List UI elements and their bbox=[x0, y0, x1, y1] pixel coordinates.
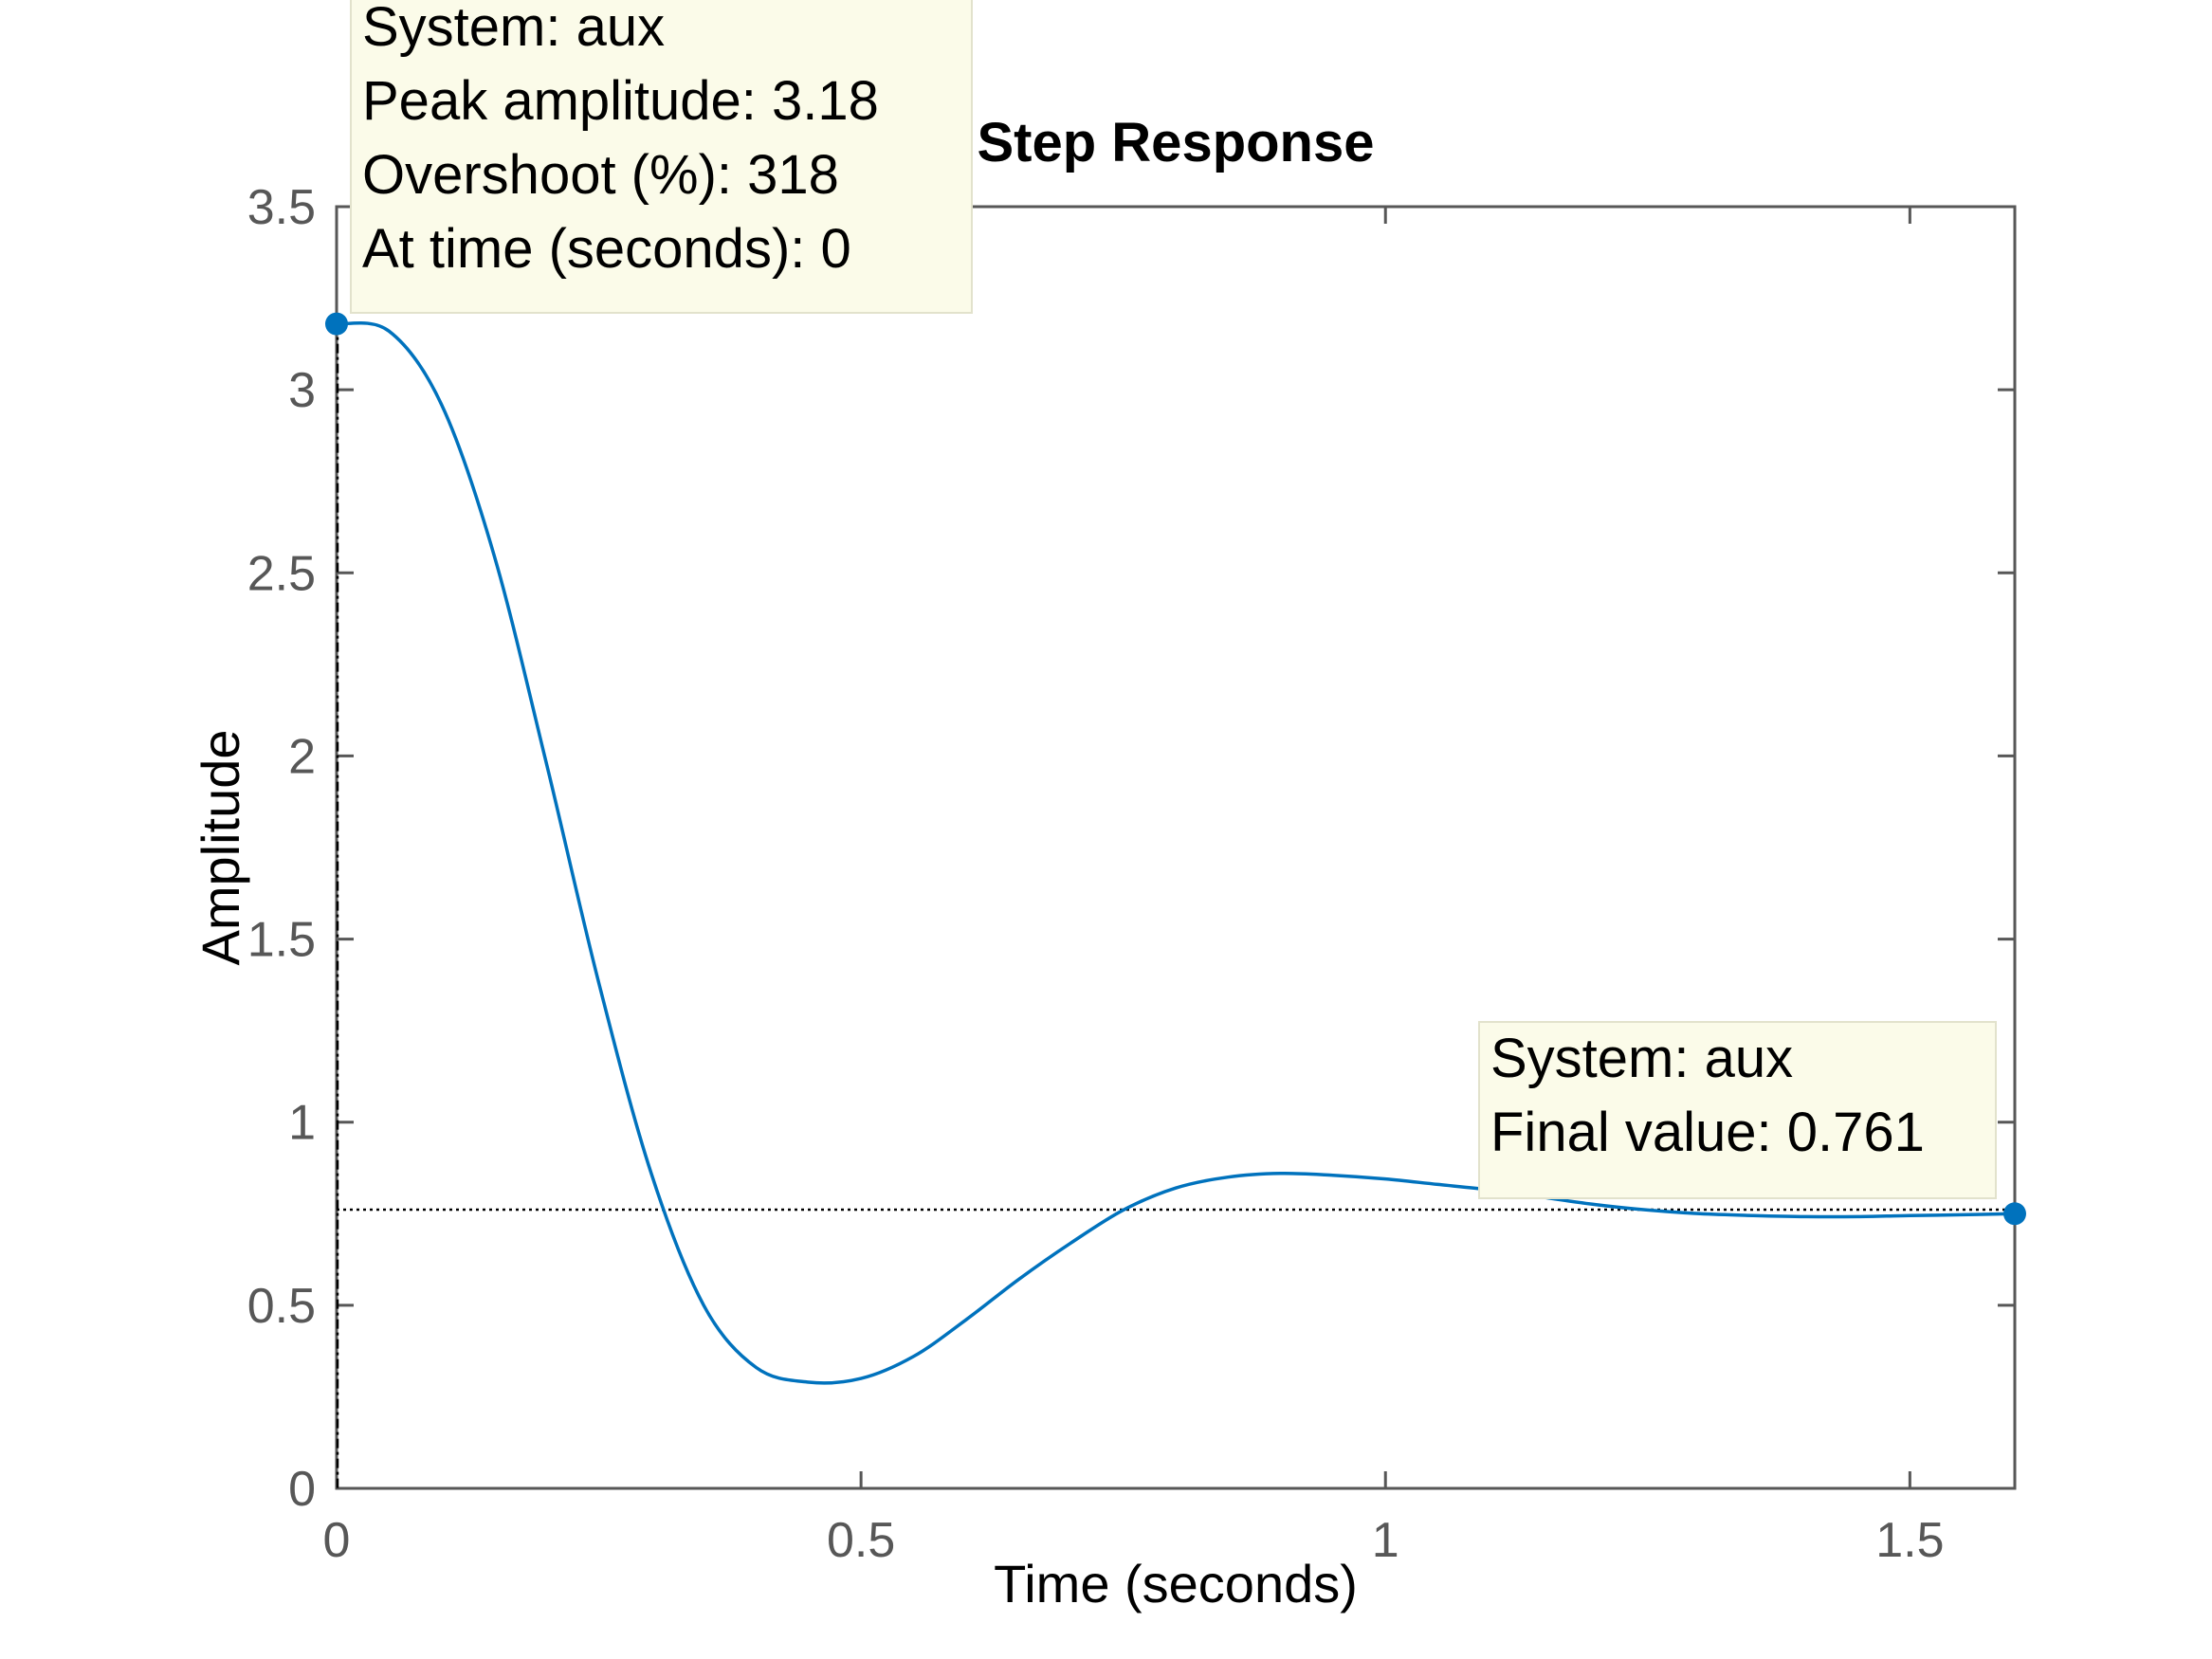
y-tick-label: 2.5 bbox=[247, 546, 316, 601]
y-tick-label: 0.5 bbox=[247, 1279, 316, 1334]
y-tick-label: 3.5 bbox=[247, 180, 316, 235]
y-tick-label: 0 bbox=[288, 1462, 316, 1517]
datatip-markers bbox=[325, 312, 2026, 1226]
datatip-text: Peak amplitude: 3.18 bbox=[362, 70, 879, 132]
axis-ticks: 0 0.5 1 1.5 0 0.5 1 1.5 2 2.5 3 3.5 bbox=[247, 180, 2015, 1568]
datatip-box[interactable]: System: aux Peak amplitude: 3.18 Overshoot… bbox=[350, 0, 973, 314]
datatip-box[interactable]: System: aux Final value: 0.761 bbox=[1478, 1021, 1997, 1199]
datatip-background bbox=[1478, 1021, 1997, 1199]
datatips: System: aux Peak amplitude: 3.18 Overshoot… bbox=[350, 0, 1997, 1199]
y-tick-label: 1 bbox=[288, 1096, 316, 1151]
datatip-text: Overshoot (%): 318 bbox=[362, 144, 839, 206]
x-axis-label: Time (seconds) bbox=[994, 1554, 1358, 1613]
datatip-background bbox=[350, 0, 973, 314]
chart-title: Step Response bbox=[978, 112, 1375, 173]
x-tick-label: 0.5 bbox=[827, 1513, 895, 1568]
y-tick-label: 2 bbox=[288, 729, 316, 784]
datatip-text: System: aux bbox=[1490, 1028, 1793, 1089]
y-tick-label: 3 bbox=[288, 363, 316, 418]
datatip-text: System: aux bbox=[362, 0, 665, 58]
x-tick-label: 0 bbox=[323, 1513, 351, 1568]
x-tick-label: 1.5 bbox=[1875, 1513, 1944, 1568]
datatip-marker[interactable] bbox=[325, 312, 348, 336]
reference-lines bbox=[336, 323, 2015, 1488]
datatip-text: At time (seconds): 0 bbox=[362, 218, 851, 280]
y-tick-label: 1.5 bbox=[247, 913, 316, 968]
x-tick-label: 1 bbox=[1372, 1513, 1399, 1568]
datatip-marker[interactable] bbox=[2003, 1202, 2026, 1226]
plot-area[interactable] bbox=[335, 205, 2017, 1490]
datatip-text: Final value: 0.761 bbox=[1490, 1102, 1925, 1163]
y-axis-label: Amplitude bbox=[191, 729, 250, 965]
response-line[interactable] bbox=[336, 320, 2016, 1385]
